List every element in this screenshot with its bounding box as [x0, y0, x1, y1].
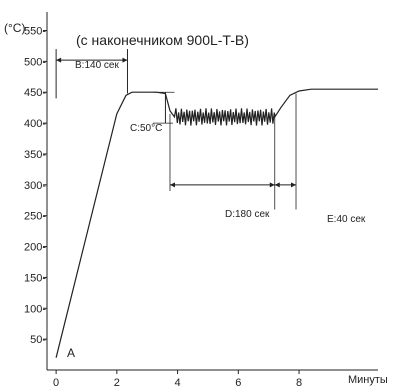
d-arrow-head-left	[169, 182, 175, 188]
e-arrow-head-right	[291, 182, 297, 188]
x-tick-label: 0	[53, 377, 59, 389]
x-tick-label: 6	[235, 377, 241, 389]
y-tick-label: 500-	[24, 56, 46, 68]
y-tick-label: 550-	[24, 26, 46, 38]
b-arrow-head-right	[122, 57, 128, 63]
y-tick-label: 100-	[24, 303, 46, 315]
annotation-a: A	[67, 346, 75, 360]
annotation-e: E:40 сек	[327, 214, 366, 225]
x-axis-label: Минуты	[348, 374, 388, 386]
series-group	[55, 88, 378, 358]
annotation-d: D:180 сек	[225, 209, 270, 220]
y-tick-label: 50-	[30, 334, 46, 346]
x-tick-label: 4	[175, 377, 181, 389]
x-tick-label: 2	[114, 377, 120, 389]
annotations: A B:140 сек C:50°C D:180 сек E:40 сек	[55, 49, 366, 360]
y-axis-label: (°C)	[4, 21, 25, 35]
chart-title: (с наконечником 900L-T-B)	[76, 32, 249, 48]
temperature-series-line	[55, 88, 378, 358]
d-arrow-head-right	[269, 182, 275, 188]
y-tick-label: 400-	[24, 118, 46, 130]
x-ticks: 0 2 4 6 8	[53, 370, 302, 389]
b-arrow-head-left	[56, 57, 62, 63]
x-tick-label: 8	[296, 377, 302, 389]
e-arrow-head-left	[274, 182, 280, 188]
y-tick-label: 200-	[24, 242, 46, 254]
annotation-b: B:140 сек	[75, 60, 119, 71]
axes	[46, 12, 378, 371]
y-ticks: 50- 100- 150- 200- 250- 300- 350- 400- 450- 500- 5…	[24, 26, 47, 346]
y-tick-label: 150-	[24, 272, 46, 284]
y-tick-label: 450-	[24, 87, 46, 99]
y-tick-label: 300-	[24, 180, 46, 192]
y-tick-label: 350-	[24, 149, 46, 161]
annotation-c: C:50°C	[130, 123, 162, 134]
y-tick-label: 250-	[24, 211, 46, 223]
